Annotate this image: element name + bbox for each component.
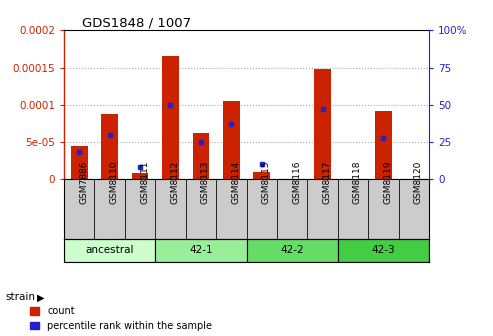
Bar	[223, 101, 240, 179]
Bar	[193, 133, 209, 179]
Bar	[338, 179, 368, 239]
Bar	[155, 179, 186, 239]
Bar	[338, 239, 429, 262]
Text: GSM8118: GSM8118	[353, 161, 362, 204]
Text: GSM8115: GSM8115	[262, 161, 271, 204]
Bar	[277, 179, 307, 239]
Bar	[307, 179, 338, 239]
Text: strain: strain	[5, 292, 35, 302]
Bar	[398, 179, 429, 239]
Legend: count, percentile rank within the sample: count, percentile rank within the sample	[30, 306, 212, 331]
Text: GSM8111: GSM8111	[140, 161, 149, 204]
Text: 42-1: 42-1	[189, 246, 212, 255]
Bar	[132, 173, 148, 179]
Text: GSM8117: GSM8117	[322, 161, 331, 204]
Bar	[253, 172, 270, 179]
Text: GSM8119: GSM8119	[384, 161, 392, 204]
Bar	[64, 239, 155, 262]
Text: GSM8112: GSM8112	[171, 161, 179, 204]
Text: 42-3: 42-3	[372, 246, 395, 255]
Bar	[375, 111, 391, 179]
Text: GSM8120: GSM8120	[414, 161, 423, 204]
Text: ancestral: ancestral	[85, 246, 134, 255]
Text: GSM8110: GSM8110	[109, 161, 119, 204]
Bar	[125, 179, 155, 239]
Bar	[162, 56, 179, 179]
Text: GSM8113: GSM8113	[201, 161, 210, 204]
Bar	[102, 114, 118, 179]
Bar	[368, 179, 398, 239]
Bar	[246, 179, 277, 239]
Text: GDS1848 / 1007: GDS1848 / 1007	[82, 16, 191, 29]
Text: ▶: ▶	[37, 292, 44, 302]
Bar	[314, 69, 331, 179]
Text: GSM7886: GSM7886	[79, 161, 88, 204]
Bar	[246, 239, 338, 262]
Text: 42-2: 42-2	[281, 246, 304, 255]
Bar	[95, 179, 125, 239]
Bar	[216, 179, 246, 239]
Bar	[186, 179, 216, 239]
Text: GSM8114: GSM8114	[231, 161, 240, 204]
Bar	[71, 146, 88, 179]
Text: GSM8116: GSM8116	[292, 161, 301, 204]
Bar	[155, 239, 246, 262]
Bar	[64, 179, 95, 239]
